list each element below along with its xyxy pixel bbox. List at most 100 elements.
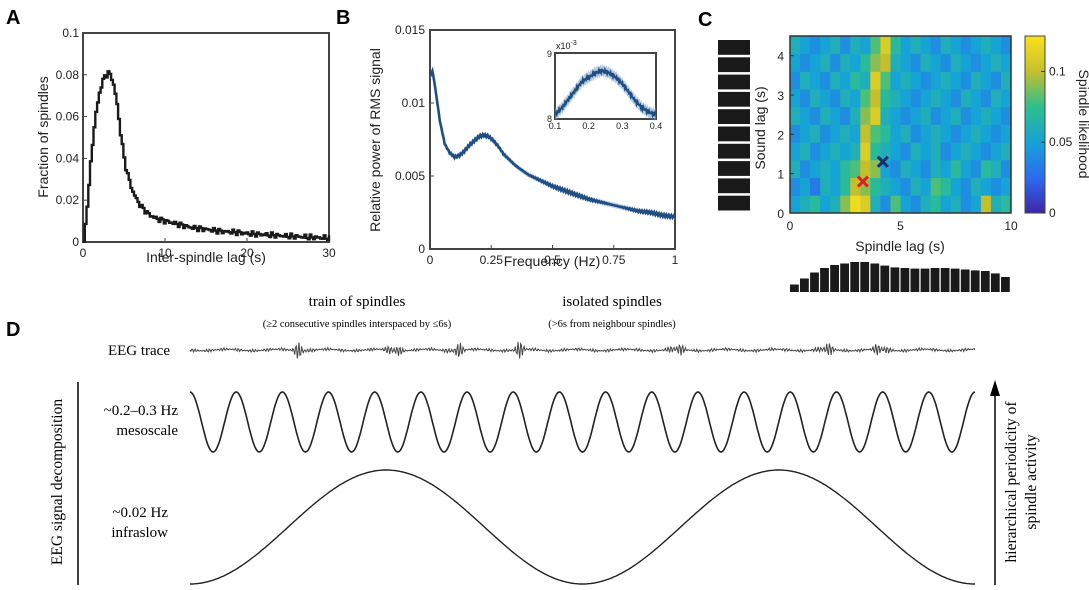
panel-c-chart: 0 1 2 3 4 0 5 10 Spindle lag (s) Sound lag (s)… [718,35,1089,292]
b-xtick-label: 0.75 [602,253,626,267]
heatmap-cell [900,106,911,125]
heatmap-cell [980,124,992,143]
histogram-bar [830,265,839,292]
heatmap-cell [910,53,921,72]
heatmap-cell [850,159,861,178]
heatmap-cell [1000,53,1012,72]
c-xtick-label: 10 [1004,219,1018,233]
heatmap-cell [880,177,891,196]
histogram-bar [980,271,990,292]
heatmap-cell [980,159,992,178]
heatmap-cell [800,106,811,125]
b-xtick-label: 0.5 [544,253,561,267]
panel-label-c: C [698,9,712,31]
heatmap-cell [1000,124,1012,143]
heatmap-cell [850,195,861,214]
train-title: train of spindles [309,294,406,310]
histogram-bar [960,269,970,292]
panel-a-chart: 0 0.02 0.04 0.06 0.08 0.1 0 10 20 30 Inter-spind… [35,26,336,265]
heatmap-cell [860,195,871,214]
heatmap-cell [850,177,861,196]
heatmap-cell [990,89,1002,108]
left-bar [718,57,750,73]
a-xtick-label: 20 [240,246,254,260]
heatmap-cell [920,159,932,178]
panel-b-inset: 0.1 0.2 0.3 0.4 8 9 x10-3 [547,40,662,131]
train-subtitle: (≥2 consecutive spindles interspaced by … [263,319,452,330]
histogram-bar [930,268,940,292]
heatmap-cell [900,53,911,72]
colorbar-label: Spindle likelihood [1076,70,1089,179]
b-xtick-label: 1 [672,253,679,267]
heatmap-cell [970,53,982,72]
heatmap-cell [980,36,992,55]
heatmap-cell [930,53,942,72]
heatmap-cell [900,124,911,143]
heatmap-cell [860,124,871,143]
heatmap-cell [1000,89,1012,108]
heatmap-cell [860,142,871,161]
panel-c-x-label: Spindle lag (s) [855,238,945,254]
heatmap-cell [940,195,952,214]
a-ytick-label: 0.06 [56,110,80,124]
heatmap-cell [880,142,891,161]
a-xtick-label: 10 [158,246,172,260]
heatmap-cell [810,142,821,161]
heatmap-cell [820,53,831,72]
heatmap-cell [830,142,841,161]
heatmap-cell [910,195,921,214]
heatmap-cell [890,71,901,90]
b-xtick-label: 0.25 [480,253,504,267]
histogram-bar [870,263,880,292]
heatmap-cell [960,71,972,90]
heatmap-cell [810,124,821,143]
heatmap-cell [900,159,911,178]
heatmap-cell [1000,106,1012,125]
heatmap-cell [900,195,911,214]
heatmap-cell [950,142,962,161]
heatmap-cell [990,177,1002,196]
mesoscale-oscillation [189,391,976,453]
heatmap-cell [840,106,851,125]
heatmap-cell [990,159,1002,178]
eeg-trace [189,341,976,359]
panel-b-series-line [428,66,677,221]
heatmap-cell [970,89,982,108]
histogram-bar [940,268,950,292]
histogram-bar [1001,277,1010,292]
heatmap-cell [860,177,871,196]
heatmap-cell [790,177,801,196]
a-ytick-label: 0.1 [62,26,79,40]
heatmap-cell [910,124,921,143]
panel-a-frame [82,32,330,243]
heatmap-cell [1000,195,1012,214]
heatmap-cell [840,71,851,90]
histogram-bar [900,268,910,292]
heatmap-cell [980,89,992,108]
heatmap-cell [920,53,932,72]
heatmap-cell [970,177,982,196]
heatmap-cell [800,53,811,72]
heatmap-cell [870,89,881,108]
heatmap-cell [890,195,901,214]
heatmap-cell [860,89,871,108]
heatmap-cell [910,159,921,178]
heatmap-cell [860,71,871,90]
heatmap-cell [900,177,911,196]
heatmap-cell [890,106,901,125]
heatmap-cell [960,106,972,125]
heatmap-cell [850,89,861,108]
heatmap-cell [830,106,841,125]
heatmap-cell [840,142,851,161]
heatmap-cell [890,89,901,108]
inset-xtick-label: 0.1 [549,121,562,131]
b-xtick-label: 0 [427,253,434,267]
heatmap-cell [980,177,992,196]
panel-b-chart: 0 0.005 0.01 0.015 0 0.25 0.5 0.75 1 Frequency … [367,23,679,269]
panel-c-x-ticks: 0 5 10 [787,219,1018,233]
heatmap-cell [990,36,1002,55]
heatmap-cell [990,142,1002,161]
heatmap-cell [850,53,861,72]
heatmap-cell [870,195,881,214]
inset-series-line [554,66,657,119]
